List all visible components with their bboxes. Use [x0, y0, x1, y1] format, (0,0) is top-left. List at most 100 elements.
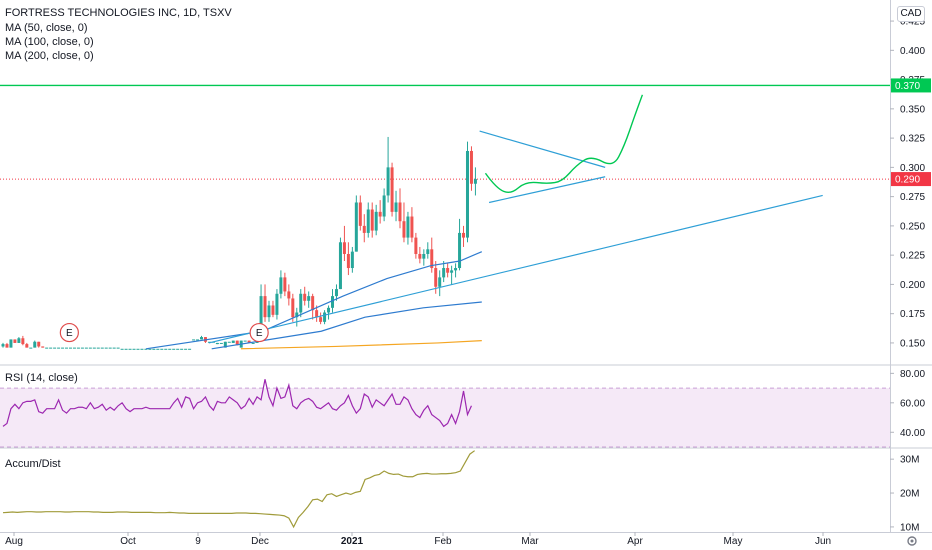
- candle[interactable]: [148, 348, 152, 350]
- candle[interactable]: [68, 347, 72, 349]
- candle[interactable]: [327, 305, 331, 320]
- candle[interactable]: [334, 284, 338, 301]
- earnings-event[interactable]: E: [59, 322, 79, 343]
- candle[interactable]: [61, 347, 65, 349]
- candle[interactable]: [176, 348, 180, 350]
- candle[interactable]: [386, 136, 390, 203]
- candle[interactable]: [295, 307, 299, 327]
- candle[interactable]: [291, 293, 295, 322]
- candle[interactable]: [160, 348, 164, 350]
- candle[interactable]: [196, 339, 200, 341]
- candle[interactable]: [462, 225, 466, 247]
- candle[interactable]: [450, 265, 454, 285]
- candle[interactable]: [410, 207, 414, 243]
- candle[interactable]: [219, 342, 223, 344]
- candle[interactable]: [287, 284, 291, 306]
- candle[interactable]: [112, 347, 116, 349]
- candle[interactable]: [168, 348, 172, 350]
- candle[interactable]: [398, 188, 402, 229]
- candle[interactable]: [140, 348, 144, 350]
- candle[interactable]: [49, 347, 53, 349]
- candle[interactable]: [156, 348, 160, 350]
- earnings-event[interactable]: E: [249, 322, 269, 343]
- candle[interactable]: [275, 289, 279, 320]
- candle[interactable]: [374, 204, 378, 236]
- candle[interactable]: [402, 202, 406, 243]
- candle[interactable]: [152, 348, 156, 350]
- candle[interactable]: [184, 348, 188, 350]
- candle[interactable]: [469, 146, 473, 191]
- candle[interactable]: [390, 162, 394, 217]
- candle[interactable]: [124, 348, 128, 350]
- ma-100-legend[interactable]: MA (100, close, 0): [5, 36, 94, 48]
- candle[interactable]: [192, 339, 196, 341]
- candle[interactable]: [200, 335, 203, 340]
- moving-average-line[interactable]: [240, 339, 482, 350]
- candle[interactable]: [5, 342, 9, 348]
- candle[interactable]: [164, 348, 168, 350]
- candle[interactable]: [21, 335, 25, 346]
- candle[interactable]: [33, 340, 37, 348]
- candle[interactable]: [319, 312, 323, 325]
- candle[interactable]: [231, 340, 235, 343]
- candle[interactable]: [414, 232, 418, 259]
- candle[interactable]: [442, 261, 446, 283]
- candle[interactable]: [108, 347, 112, 349]
- candle[interactable]: [92, 347, 96, 349]
- candle[interactable]: [84, 347, 88, 349]
- candle[interactable]: [458, 218, 462, 271]
- candle[interactable]: [188, 348, 192, 350]
- candle[interactable]: [446, 263, 450, 278]
- candle[interactable]: [473, 167, 477, 196]
- candle[interactable]: [263, 284, 267, 322]
- candle[interactable]: [465, 141, 469, 243]
- candle[interactable]: [25, 342, 29, 348]
- candle[interactable]: [80, 347, 84, 349]
- candle[interactable]: [243, 340, 247, 342]
- candle[interactable]: [72, 347, 76, 349]
- candle[interactable]: [172, 348, 176, 350]
- ma-200-legend[interactable]: MA (200, close, 0): [5, 50, 94, 62]
- candle[interactable]: [100, 347, 104, 349]
- candle[interactable]: [53, 347, 57, 349]
- ma-50-legend[interactable]: MA (50, close, 0): [5, 22, 88, 34]
- trendline[interactable]: [488, 176, 606, 204]
- candle[interactable]: [299, 289, 303, 318]
- candle[interactable]: [9, 339, 13, 348]
- candle[interactable]: [128, 348, 132, 350]
- candle[interactable]: [454, 263, 458, 278]
- currency-button[interactable]: CAD: [897, 6, 925, 22]
- candle[interactable]: [227, 341, 231, 343]
- candle[interactable]: [283, 272, 287, 297]
- candle[interactable]: [426, 242, 430, 259]
- time-axis[interactable]: Aug Oct 9 Dec 2021 Feb Mar Apr May Jun: [5, 532, 917, 547]
- candle[interactable]: [422, 249, 426, 266]
- rsi-legend[interactable]: RSI (14, close): [5, 372, 78, 384]
- candle[interactable]: [132, 348, 136, 350]
- candle[interactable]: [37, 341, 41, 348]
- candle[interactable]: [358, 195, 362, 231]
- candle[interactable]: [307, 291, 311, 308]
- candle[interactable]: [17, 337, 21, 343]
- candle[interactable]: [279, 270, 283, 299]
- accum-dist-pane[interactable]: [2, 450, 475, 529]
- candle[interactable]: [1, 342, 5, 348]
- candle[interactable]: [180, 348, 184, 350]
- candle[interactable]: [215, 342, 219, 345]
- candle[interactable]: [104, 347, 108, 349]
- trendline[interactable]: [208, 194, 823, 344]
- candle[interactable]: [144, 348, 148, 350]
- candle[interactable]: [65, 347, 69, 349]
- candle[interactable]: [338, 237, 342, 290]
- trendline[interactable]: [479, 130, 606, 168]
- candle[interactable]: [29, 347, 33, 349]
- candle[interactable]: [41, 346, 45, 348]
- candle[interactable]: [136, 348, 140, 350]
- candle[interactable]: [430, 237, 434, 273]
- candle[interactable]: [76, 347, 80, 349]
- candle[interactable]: [88, 347, 92, 349]
- candle[interactable]: [57, 347, 61, 349]
- candle[interactable]: [303, 286, 307, 306]
- moving-average-line[interactable]: [211, 301, 482, 350]
